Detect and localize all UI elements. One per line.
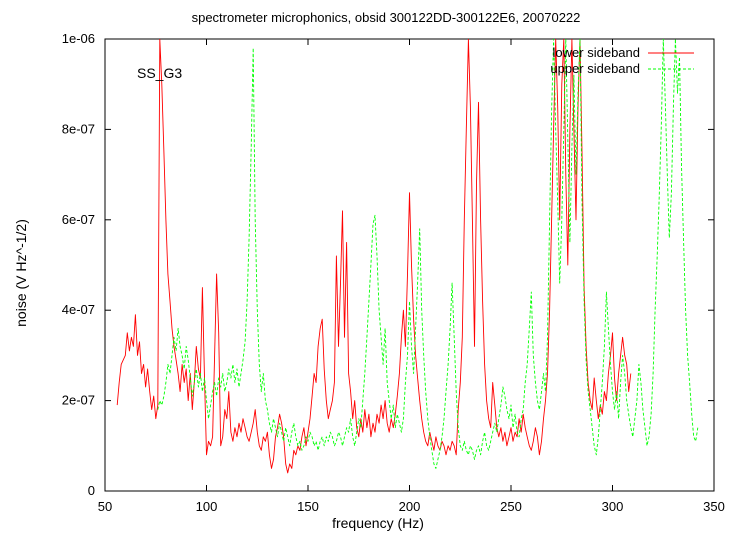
x-axis-ticks: 50 100 150 200 250 300 350 [98, 39, 725, 514]
y-axis-ticks: 0 2e-07 4e-07 6e-07 8e-07 1e-06 [62, 31, 714, 498]
x-tick-label: 150 [297, 499, 319, 514]
series-line-upper-sideband [157, 39, 699, 469]
legend-label: upper sideband [550, 61, 640, 76]
x-tick-label: 50 [98, 499, 112, 514]
chart-title: spectrometer microphonics, obsid 300122D… [192, 10, 581, 25]
x-tick-label: 250 [500, 499, 522, 514]
x-tick-label: 350 [703, 499, 725, 514]
series-line-lower-sideband [116, 39, 632, 474]
plot-frame [104, 38, 715, 492]
y-tick-label: 6e-07 [62, 212, 95, 227]
y-tick-label: 1e-06 [62, 31, 95, 46]
legend-label: lower sideband [553, 45, 640, 60]
y-tick-label: 8e-07 [62, 121, 95, 136]
x-axis-label: frequency (Hz) [332, 515, 424, 531]
y-tick-label: 0 [88, 483, 95, 498]
y-axis-label: noise (V Hz^-1/2) [13, 219, 29, 327]
plot-annotation: SS_G3 [137, 65, 182, 81]
x-tick-label: 300 [602, 499, 624, 514]
y-tick-label: 4e-07 [62, 302, 95, 317]
x-tick-label: 100 [196, 499, 218, 514]
series-lines [116, 39, 699, 474]
x-tick-label: 200 [399, 499, 421, 514]
y-tick-label: 2e-07 [62, 393, 95, 408]
